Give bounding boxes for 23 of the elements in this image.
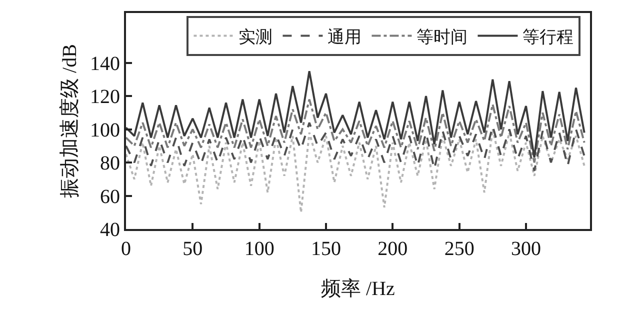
x-tick-label: 100 [244,238,274,260]
y-tick-label: 40 [100,219,120,241]
line-series [126,122,586,172]
legend-label: 实测 [238,27,273,46]
line-series [126,70,586,159]
y-tick-label: 60 [100,186,120,208]
x-tick-label: 150 [311,238,341,260]
legend-label: 等时间 [416,27,468,46]
x-tick-label: 200 [378,238,408,260]
legend-label: 等行程 [522,27,574,46]
y-axis-title: 振动加速度级 /dB [59,44,81,198]
x-tick-label: 250 [444,238,474,260]
legend-label: 通用 [328,27,362,46]
y-tick-label: 100 [90,119,120,142]
x-axis-title: 频率 /Hz [321,278,396,300]
x-tick-label: 300 [511,238,541,260]
line-series [126,98,586,164]
y-tick-label: 140 [90,52,120,75]
line-series [126,128,586,214]
y-tick-label: 120 [90,86,120,108]
x-tick-label: 0 [121,238,131,260]
y-tick-label: 80 [100,152,120,175]
x-tick-label: 50 [182,238,203,260]
